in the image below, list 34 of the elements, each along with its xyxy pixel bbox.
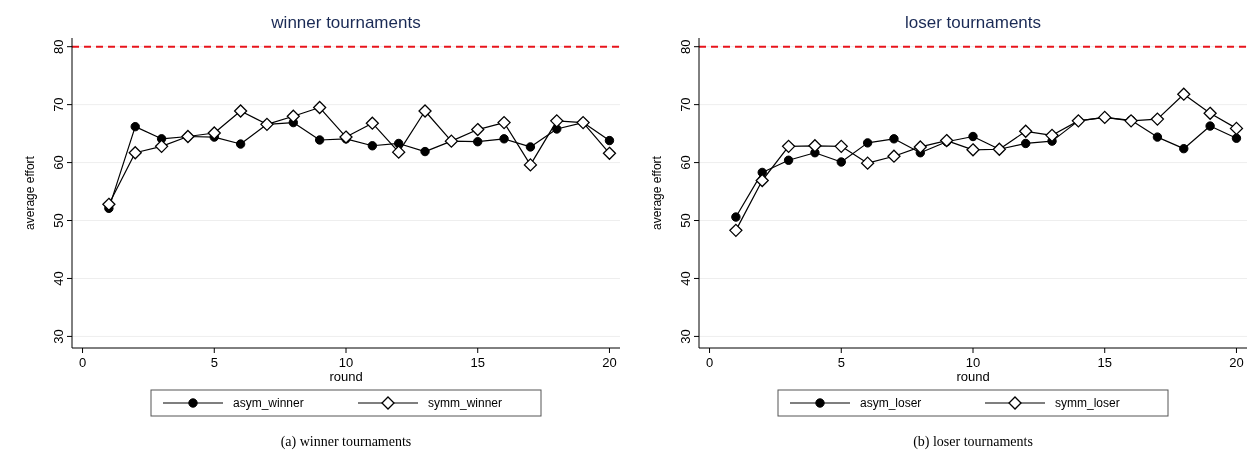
y-tick-label: 30 [51, 329, 66, 344]
text: (a) winner tournaments [280, 434, 412, 450]
x-tick-label: 15 [470, 355, 485, 370]
y-tick-label: 40 [51, 271, 66, 286]
y-tick-label: 70 [51, 97, 66, 112]
y-tick-label: 80 [678, 39, 693, 54]
y-axis-title: average effort [23, 155, 37, 230]
x-tick-label: 5 [210, 355, 218, 370]
y-tick-label: 60 [51, 155, 66, 170]
x-axis-title: round [329, 369, 363, 384]
y-tick-label: 80 [51, 39, 66, 54]
legend-label: asym_winner [233, 396, 304, 410]
x-tick-label: 5 [837, 355, 845, 370]
y-tick-label: 70 [678, 97, 693, 112]
x-tick-label: 15 [1097, 355, 1112, 370]
x-tick-label: 10 [338, 355, 354, 370]
chart-title: loser tournaments [904, 13, 1042, 32]
x-tick-label: 0 [78, 355, 87, 370]
x-tick-label: 20 [1229, 355, 1244, 370]
x-tick-label: 20 [602, 355, 617, 370]
y-tick-label: 50 [678, 213, 693, 228]
legend-label: asym_loser [860, 396, 922, 410]
y-axis-title: average effort [650, 155, 664, 230]
y-tick-label: 40 [678, 271, 693, 286]
y-tick-label: 60 [678, 155, 693, 170]
legend-label: symm_loser [1055, 396, 1120, 410]
y-tick-label: 30 [678, 329, 693, 344]
legend-label: symm_winner [428, 396, 503, 410]
chart-title: winner tournaments [270, 13, 421, 32]
y-tick-label: 50 [51, 213, 66, 228]
x-tick-label: 0 [705, 355, 714, 370]
text: (b) loser tournaments [913, 434, 1033, 450]
x-tick-label: 10 [965, 355, 981, 370]
x-axis-title: round [956, 369, 990, 384]
